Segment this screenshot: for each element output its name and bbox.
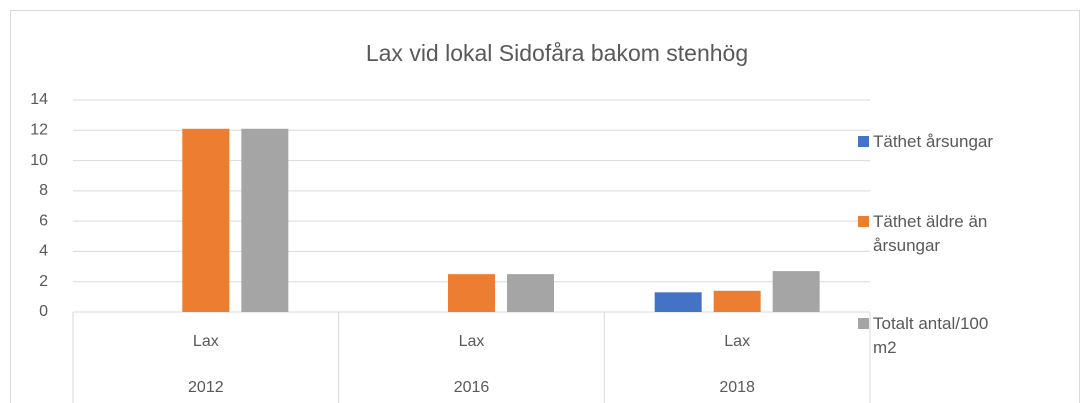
bar: [507, 274, 554, 312]
legend-swatch: [858, 136, 869, 147]
legend-swatch: [858, 318, 869, 329]
chart-title: Lax vid lokal Sidofåra bakom stenhög: [366, 40, 748, 66]
legend-item: Täthet äldre än årsungar: [858, 210, 1008, 258]
bar: [654, 292, 702, 312]
y-tick-label: 8: [39, 182, 48, 199]
x-group-label: 2018: [719, 379, 755, 396]
bar: [241, 128, 289, 312]
y-tick-label: 10: [30, 152, 48, 169]
bar: [182, 128, 230, 312]
x-group-label: 2012: [188, 379, 224, 396]
bar: [772, 271, 820, 312]
x-group-label: 2016: [454, 379, 490, 396]
chart-border: [10, 10, 1080, 403]
y-tick-label: 14: [30, 91, 48, 108]
y-tick-label: 0: [39, 303, 48, 320]
x-tick-label: Lax: [193, 333, 219, 350]
legend-label: Täthet äldre än årsungar: [873, 212, 988, 255]
x-tick-label: Lax: [724, 333, 750, 350]
y-tick-label: 12: [30, 122, 48, 139]
legend-item: Totalt antal/100 m2: [858, 312, 1008, 360]
legend-item: Täthet årsungar: [858, 130, 1008, 154]
bar: [448, 274, 495, 312]
legend-label: Totalt antal/100 m2: [873, 314, 989, 357]
y-tick-label: 2: [39, 273, 48, 290]
x-tick-label: Lax: [459, 333, 485, 350]
y-tick-label: 6: [39, 212, 48, 229]
legend-label: Täthet årsungar: [873, 132, 994, 151]
legend-swatch: [858, 216, 869, 227]
bar: [713, 290, 761, 312]
y-tick-label: 4: [39, 243, 48, 260]
